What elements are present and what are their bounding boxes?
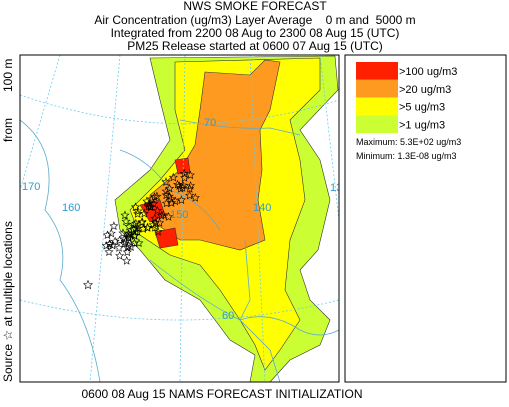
legend-frame [344, 54, 507, 383]
source-star [129, 230, 139, 240]
map-frame [19, 54, 340, 383]
map-label: 170 [22, 181, 40, 193]
source-star [132, 226, 142, 236]
legend-label: >20 ug/m3 [399, 84, 451, 96]
source-star [143, 223, 153, 232]
graticule [20, 55, 339, 382]
source-star [142, 196, 152, 206]
source-star [133, 209, 143, 218]
source-star [152, 205, 162, 215]
source-star [180, 173, 190, 182]
legend-swatch [356, 79, 398, 98]
source-star [130, 224, 141, 233]
source-star [130, 202, 141, 212]
source-star [144, 199, 154, 208]
source-star [158, 210, 168, 219]
map-label: 70 [204, 117, 216, 129]
source-star [109, 221, 119, 231]
source-star [149, 192, 160, 201]
source-star [102, 230, 112, 240]
source-star [176, 195, 186, 205]
source-star [139, 208, 149, 218]
source-star [82, 279, 94, 290]
source-star [105, 239, 115, 248]
source-star [164, 191, 174, 201]
minimum: Minimum: 1.3E-08 ug/m3 [356, 151, 457, 161]
source-star [129, 238, 140, 248]
source-star [120, 210, 130, 220]
source-star [123, 229, 133, 238]
source-star [178, 183, 188, 192]
legend-swatch [356, 62, 398, 80]
source-star [185, 190, 195, 200]
source-star [166, 194, 176, 203]
source-star [124, 232, 134, 241]
legend: >100 ug/m3 >20 ug/m3 >5 ug/m3 >1 ug/m3 [356, 62, 457, 134]
source-star [161, 198, 172, 208]
source-star [150, 223, 160, 232]
source-star [155, 218, 165, 227]
source-star [143, 201, 154, 211]
source-star [122, 255, 132, 265]
source-star [185, 170, 195, 180]
maximum: Maximum: 5.3E+02 ug/m3 [356, 137, 461, 147]
side-text: 100 m [1, 59, 15, 92]
source-star [138, 224, 148, 233]
footer: 0600 08 Aug 15 NAMS FORECAST INITIALIZAT… [82, 387, 363, 401]
source-star [161, 190, 171, 200]
source-star [115, 235, 125, 245]
subtitle: PM25 Release started at 0600 07 Aug 15 (… [127, 39, 382, 53]
subtitle: Air Concentration (ug/m3) Layer Average … [94, 13, 415, 27]
map-label: 60 [222, 310, 234, 322]
legend-label: >100 ug/m3 [399, 66, 457, 78]
legend-label: >5 ug/m3 [399, 102, 445, 114]
source-star [179, 168, 189, 178]
source-star [133, 206, 143, 216]
source-star [168, 172, 178, 182]
source-star [118, 228, 128, 238]
coastline [20, 119, 339, 382]
source-star [126, 229, 136, 239]
map-label: 160 [62, 202, 80, 214]
source-star [148, 220, 158, 229]
source-star [161, 186, 171, 196]
map-label: 130 [330, 182, 348, 194]
source-star [124, 221, 134, 231]
source-star [115, 250, 125, 260]
source-star [190, 193, 200, 202]
legend-swatch [356, 97, 398, 116]
source-star [126, 242, 136, 251]
sources [82, 168, 200, 290]
legend-label: >1 ug/m3 [399, 119, 445, 131]
source-star [165, 183, 175, 193]
map: 170 160 150 140 130 70 60 [20, 55, 348, 382]
map-label: 140 [253, 202, 271, 214]
source-star [104, 247, 114, 257]
legend-swatch [356, 115, 398, 134]
title: NWS SMOKE FORECAST [183, 0, 327, 13]
source-star [122, 247, 132, 257]
source-star [170, 196, 180, 206]
side-text: Source ☆ at multiple locations [1, 221, 15, 382]
source-star [121, 216, 131, 226]
subtitle: Integrated from 2200 08 Aug to 2300 08 A… [111, 26, 400, 40]
side-label: Source ☆ at multiple locations from 100 … [1, 59, 15, 382]
side-text: from [1, 118, 15, 142]
map-label: 150 [170, 209, 188, 221]
source-star [185, 181, 196, 190]
source-star [161, 177, 171, 187]
source-star [137, 217, 147, 226]
source-star [163, 212, 174, 221]
source-star [106, 228, 116, 238]
source-star [119, 238, 129, 248]
source-star [120, 236, 131, 246]
source-star [152, 191, 162, 201]
source-star [153, 227, 163, 236]
source-star [114, 243, 124, 252]
source-star [110, 236, 120, 246]
source-star [147, 194, 157, 204]
